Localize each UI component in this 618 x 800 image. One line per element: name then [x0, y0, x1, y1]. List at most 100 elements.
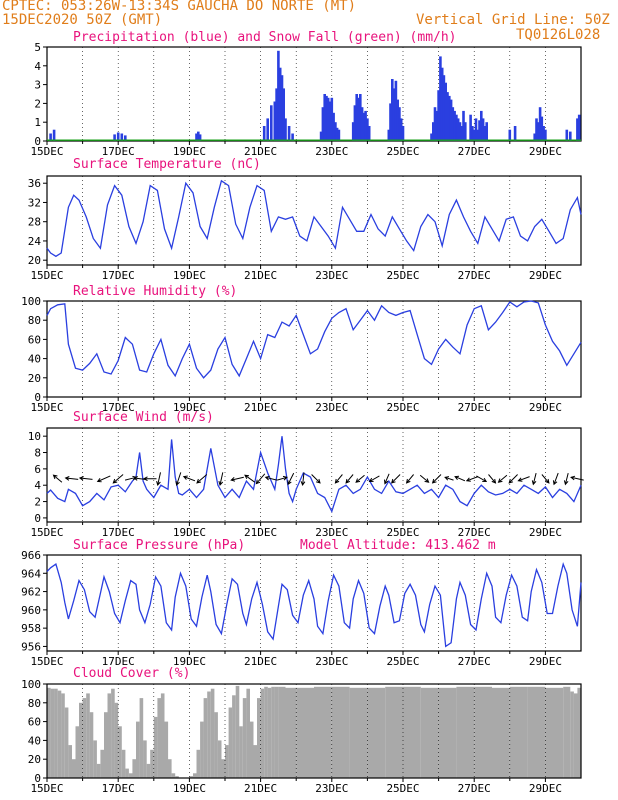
cloud-cover-bar: [246, 688, 250, 778]
precip-bar: [464, 122, 467, 141]
y-tick-label: 5: [34, 41, 41, 54]
y-tick-label: 0: [34, 391, 41, 404]
y-tick-label: 0: [34, 772, 41, 785]
wind-arrow: [218, 472, 224, 487]
cloud-cover-bar: [157, 698, 161, 778]
y-tick-label: 40: [28, 353, 41, 366]
cloud-cover-bar: [217, 740, 222, 778]
wind-arrow: [552, 472, 559, 486]
y-tick-label: 60: [28, 333, 41, 346]
precip-bar: [367, 126, 371, 141]
y-tick-label: 60: [28, 716, 41, 729]
wind-arrow: [454, 475, 466, 482]
x-tick-label: 23DEC: [315, 401, 348, 414]
cloud-cover-bar: [253, 745, 258, 778]
x-tick-label: 25DEC: [386, 655, 419, 668]
panel-title: Surface Pressure (hPa): [73, 538, 245, 553]
precip-bar: [481, 118, 485, 141]
x-tick-label: 21DEC: [244, 526, 277, 539]
wind-arrow: [132, 476, 146, 481]
cloud-cover-bar: [168, 759, 172, 778]
wind-arrow: [390, 474, 401, 484]
cloud-cover-bar: [235, 685, 240, 778]
precip-bar: [198, 134, 202, 141]
wind-arrow: [476, 475, 488, 483]
cloud-cover-bar: [96, 763, 101, 778]
cloud-cover-bar: [189, 776, 193, 778]
precip-bar: [387, 129, 391, 141]
y-tick-label: 40: [28, 734, 41, 747]
panel-title: Cloud Cover (%): [73, 666, 190, 681]
x-tick-label: 29DEC: [529, 269, 562, 282]
wind-arrow: [384, 473, 390, 485]
x-tick-label: 27DEC: [458, 269, 491, 282]
cloud-cover-bar: [242, 698, 247, 778]
panel-frame: [46, 427, 582, 523]
precip-bar: [195, 133, 198, 141]
x-tick-label: 19DEC: [173, 655, 206, 668]
wind-arrow: [488, 474, 497, 484]
cloud-cover-bar: [79, 702, 83, 778]
precip-bar: [319, 131, 323, 141]
wind-series-line: [46, 436, 582, 514]
wind-arrow: [368, 475, 380, 483]
wind-arrow: [334, 474, 343, 484]
cloud-cover-bar: [175, 776, 179, 778]
y-tick-label: 0: [34, 512, 41, 525]
cloud-cover-bar: [403, 686, 421, 778]
wind-arrow: [497, 474, 508, 483]
cloud-cover-bar: [139, 698, 144, 778]
wind-arrow: [264, 475, 278, 481]
wind-arrow: [431, 474, 442, 484]
x-tick-label: 17DEC: [102, 401, 135, 414]
header-date: 15DEC2020 50Z (GMT): [2, 12, 163, 28]
cloud-cover-bar: [57, 690, 62, 778]
x-tick-label: 17DEC: [102, 782, 135, 795]
x-tick-label: 25DEC: [386, 782, 419, 795]
y-tick-label: 100: [21, 295, 41, 308]
y-tick-label: 24: [28, 235, 42, 248]
x-tick-label: 27DEC: [458, 782, 491, 795]
precip-bar: [262, 126, 266, 141]
x-tick-label: 27DEC: [458, 401, 491, 414]
precip-bar: [326, 97, 330, 141]
x-tick-label: 15DEC: [30, 269, 63, 282]
cloud-cover-bar: [509, 686, 528, 778]
cloud-cover-bar: [128, 773, 133, 778]
precip-bar: [391, 79, 394, 141]
cloud-cover-bar: [136, 721, 140, 778]
precip-bar: [433, 107, 437, 141]
x-tick-label: 23DEC: [315, 145, 348, 158]
cloud-cover-bar: [118, 726, 122, 778]
cloud-cover-bar: [271, 686, 275, 778]
panel-wind: 0 2 4 6 8 10 15DEC 17DEC 19DEC 21DEC 23DEC 25DEC 27D…: [28, 410, 584, 539]
precip-bar: [113, 134, 116, 141]
precip-bar: [398, 107, 401, 141]
precip-bar: [442, 75, 446, 141]
precip-bar: [273, 101, 277, 141]
precip-bar: [116, 132, 120, 141]
x-tick-label: 21DEC: [244, 655, 277, 668]
cloud-cover-bar: [100, 749, 104, 778]
precip-bar: [351, 122, 355, 141]
wind-arrow: [508, 474, 518, 484]
x-tick-label: 27DEC: [458, 145, 491, 158]
precip-bar: [277, 50, 280, 141]
cloud-cover-bar: [228, 707, 233, 778]
wind-arrow: [465, 476, 479, 482]
cloud-cover-bar: [420, 687, 439, 778]
precip-bar: [120, 133, 124, 141]
panel-cloud: 0 20 40 60 80 100 15DEC 17DEC 19DEC 21DEC 23DEC 25D…: [21, 666, 582, 795]
precip-bar: [284, 118, 287, 141]
precip-bar: [508, 129, 512, 141]
cloud-cover-bar: [114, 702, 119, 778]
cloud-cover-bar: [153, 716, 158, 778]
precip-bar: [540, 116, 544, 141]
panel-frame: [46, 554, 582, 652]
y-tick-label: 0: [34, 135, 41, 148]
header-code: TQ0126L028: [516, 27, 601, 43]
cloud-cover-bar: [249, 721, 254, 778]
cloud-cover-bar: [82, 698, 87, 778]
precip-bar: [291, 133, 294, 141]
